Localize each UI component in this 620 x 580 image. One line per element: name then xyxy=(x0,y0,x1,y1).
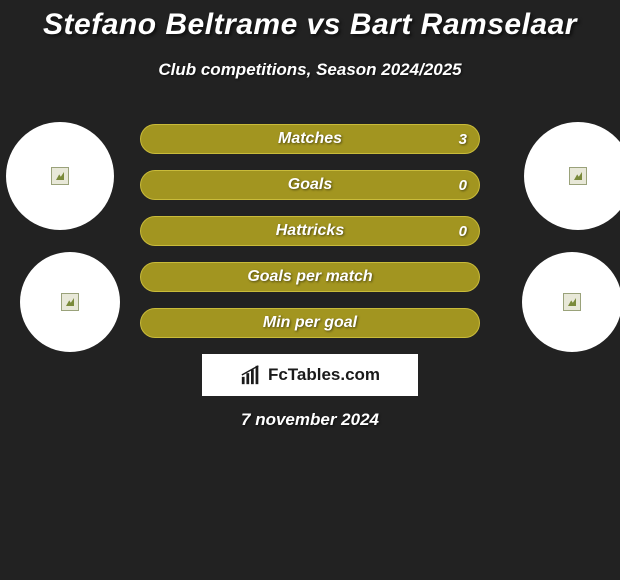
stat-bar-label: Goals per match xyxy=(247,268,372,286)
stat-bar-label: Hattricks xyxy=(276,222,344,240)
stat-bar-label: Goals xyxy=(288,176,332,194)
broken-image-icon xyxy=(563,293,581,311)
player-left-avatar xyxy=(6,122,114,230)
stat-bar-value: 3 xyxy=(459,131,467,148)
broken-image-icon xyxy=(51,167,69,185)
bar-chart-icon xyxy=(240,364,262,386)
club-left-logo xyxy=(20,252,120,352)
stat-bar-label: Min per goal xyxy=(263,314,357,332)
stat-bar-value: 0 xyxy=(459,177,467,194)
stat-bars: Matches 3 Goals 0 Hattricks 0 Goals per … xyxy=(140,124,480,354)
broken-image-icon xyxy=(61,293,79,311)
stat-bar-label: Matches xyxy=(278,130,342,148)
page-title: Stefano Beltrame vs Bart Ramselaar xyxy=(0,0,620,42)
brand-logo[interactable]: FcTables.com xyxy=(202,354,418,396)
stat-bar-goals: Goals 0 xyxy=(140,170,480,200)
broken-image-icon xyxy=(569,167,587,185)
stat-bar-min-per-goal: Min per goal xyxy=(140,308,480,338)
stat-bar-value: 0 xyxy=(459,223,467,240)
stat-bar-goals-per-match: Goals per match xyxy=(140,262,480,292)
stat-bar-matches: Matches 3 xyxy=(140,124,480,154)
player-right-avatar xyxy=(524,122,620,230)
stat-bar-hattricks: Hattricks 0 xyxy=(140,216,480,246)
club-right-logo xyxy=(522,252,620,352)
date-label: 7 november 2024 xyxy=(0,410,620,430)
brand-logo-text: FcTables.com xyxy=(268,365,380,385)
page-subtitle: Club competitions, Season 2024/2025 xyxy=(0,60,620,80)
